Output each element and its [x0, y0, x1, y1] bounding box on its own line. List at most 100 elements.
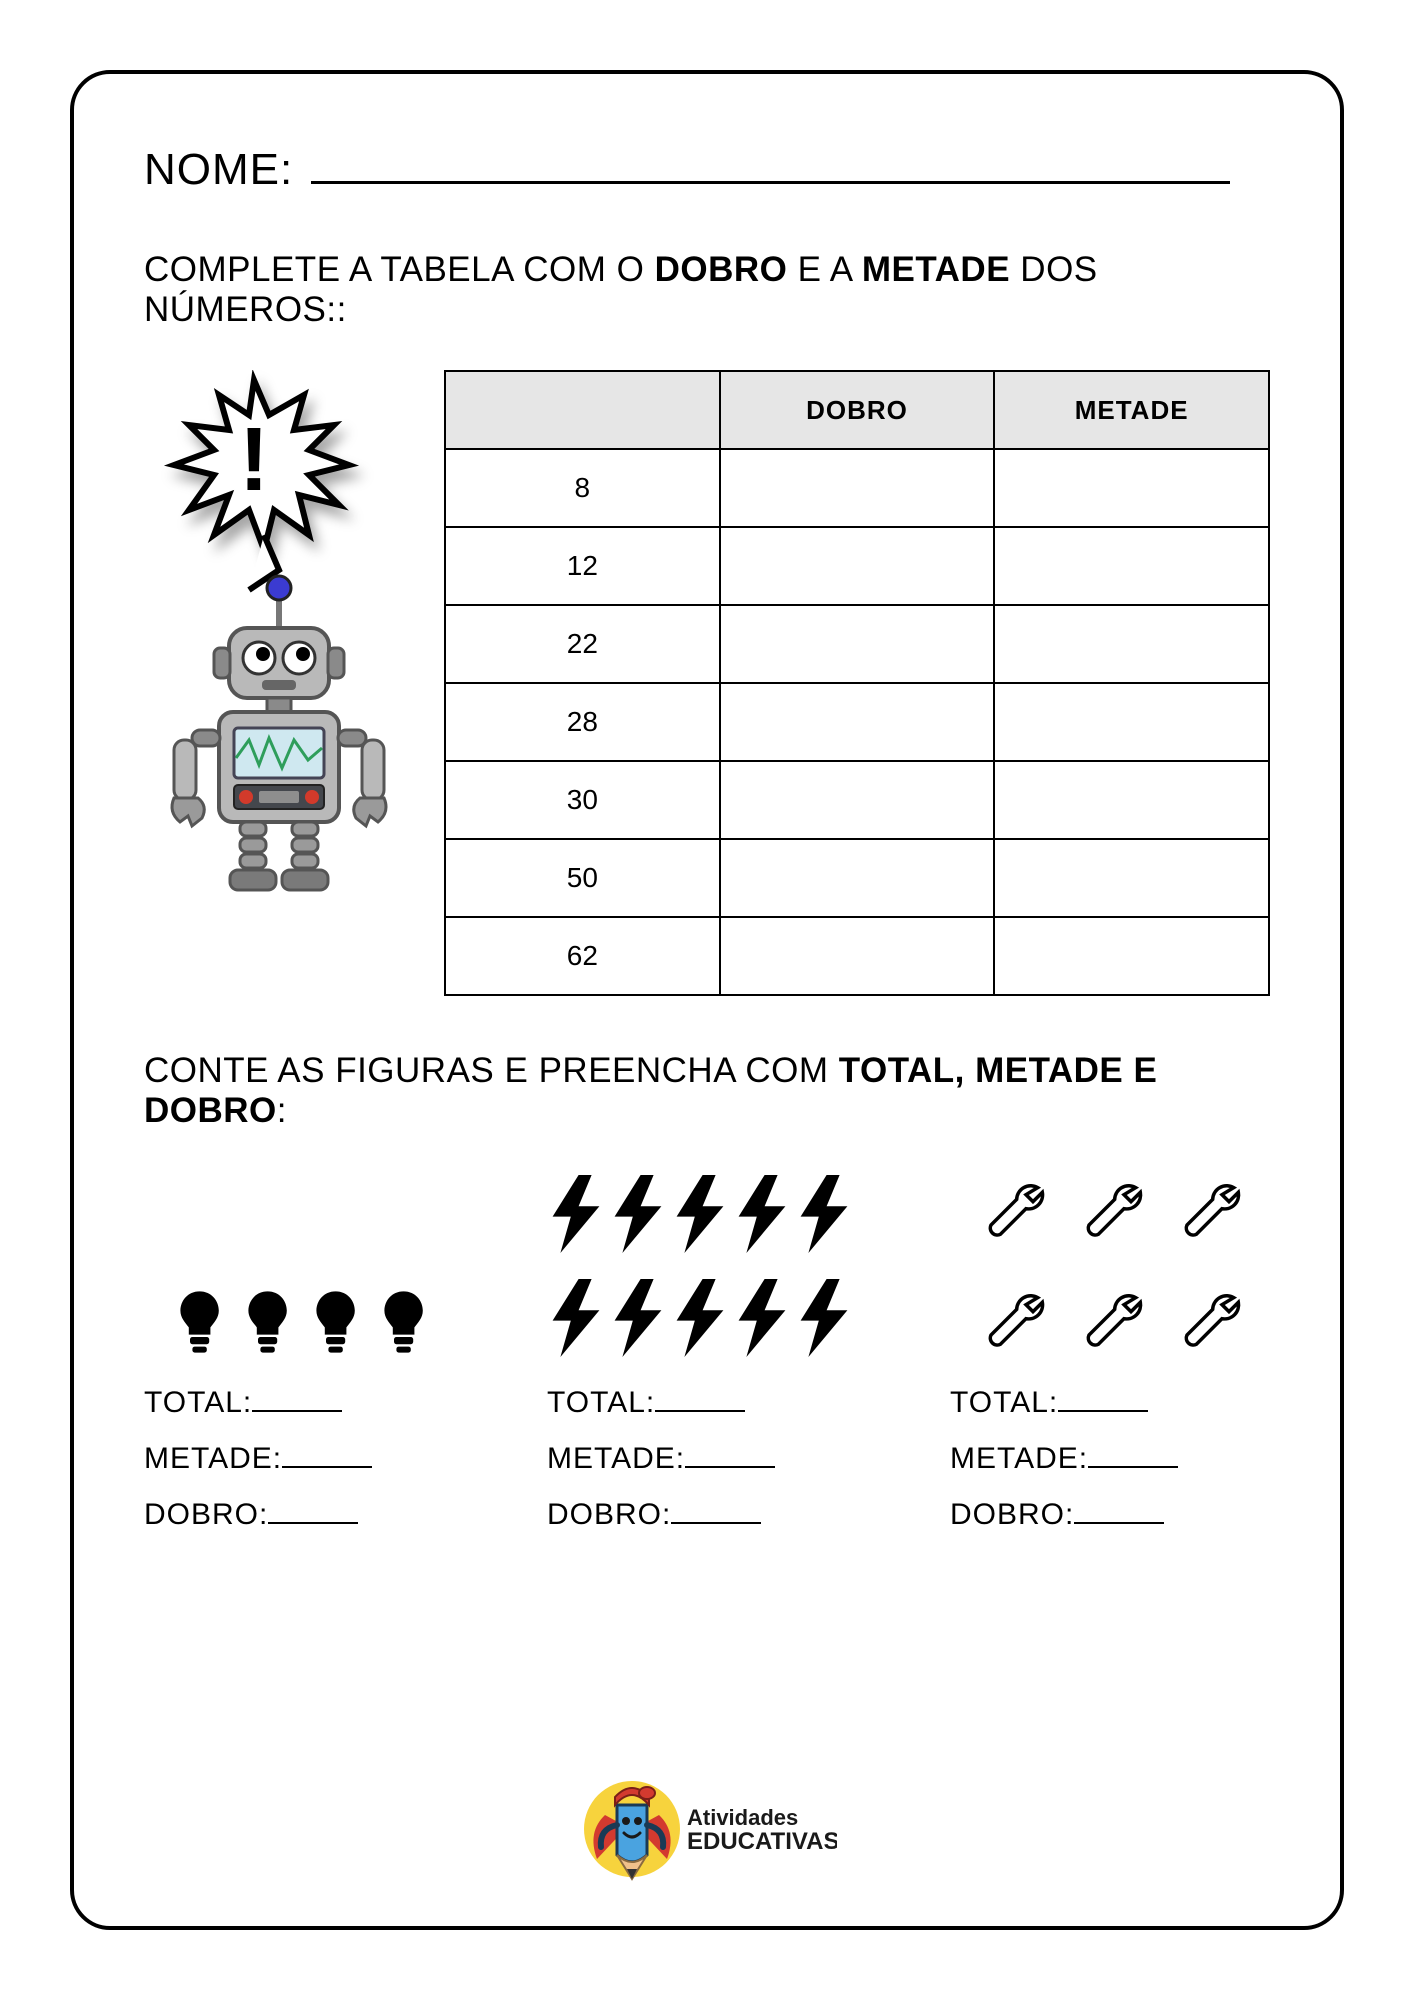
metade-input-line[interactable]	[282, 1446, 372, 1468]
exclaim-text: !	[239, 410, 269, 510]
table-metade-cell[interactable]	[994, 683, 1269, 761]
instr2-post: :	[277, 1091, 287, 1130]
instr1-b2: METADE	[862, 250, 1010, 289]
dobro-input-line[interactable]	[1074, 1502, 1164, 1524]
bulb-icon	[239, 1289, 301, 1361]
logo-text-1: Atividades	[687, 1805, 798, 1830]
figure-block: TOTAL: METADE: DOBRO:	[144, 1171, 464, 1554]
table-body: 8122228305062	[445, 449, 1269, 995]
icons-grid	[144, 1171, 464, 1361]
instr1-b1: DOBRO	[655, 250, 788, 289]
table-number-cell: 22	[445, 605, 720, 683]
instr1-pre: COMPLETE A TABELA COM O	[144, 250, 655, 289]
metade-input-line[interactable]	[685, 1446, 775, 1468]
table-metade-cell[interactable]	[994, 917, 1269, 995]
bolt-icon	[609, 1175, 667, 1253]
metade-line: METADE:	[547, 1442, 867, 1476]
total-line: TOTAL:	[547, 1386, 867, 1420]
wrench-icon	[973, 1176, 1051, 1246]
instruction-1: COMPLETE A TABELA COM O DOBRO E A METADE…	[144, 250, 1270, 330]
worksheet-frame: NOME: COMPLETE A TABELA COM O DOBRO E A …	[70, 70, 1344, 1930]
total-input-line[interactable]	[252, 1390, 342, 1412]
wrench-icon	[973, 1286, 1051, 1356]
total-input-line[interactable]	[1058, 1390, 1148, 1412]
table-number-cell: 28	[445, 683, 720, 761]
figure-block: TOTAL: METADE: DOBRO:	[547, 1171, 867, 1554]
brand-logo: Atividades EDUCATIVAS	[577, 1767, 837, 1892]
total-input-line[interactable]	[655, 1390, 745, 1412]
logo-text-2: EDUCATIVAS	[687, 1828, 837, 1855]
table-metade-cell[interactable]	[994, 839, 1269, 917]
table-row: 50	[445, 839, 1269, 917]
total-line: TOTAL:	[144, 1386, 464, 1420]
table-metade-cell[interactable]	[994, 449, 1269, 527]
metade-input-line[interactable]	[1088, 1446, 1178, 1468]
dobro-label: DOBRO:	[144, 1498, 268, 1531]
dobro-label: DOBRO:	[547, 1498, 671, 1531]
table-dobro-cell[interactable]	[720, 917, 995, 995]
table-number-cell: 30	[445, 761, 720, 839]
bolt-icon	[795, 1279, 853, 1357]
bolt-icon	[733, 1175, 791, 1253]
table-number-cell: 8	[445, 449, 720, 527]
dobro-label: DOBRO:	[950, 1498, 1074, 1531]
instruction-2: CONTE AS FIGURAS E PREENCHA COM TOTAL, M…	[144, 1051, 1270, 1131]
table-dobro-cell[interactable]	[720, 839, 995, 917]
table-row: 22	[445, 605, 1269, 683]
table-header-dobro: DOBRO	[720, 371, 995, 449]
bolt-icon	[795, 1175, 853, 1253]
name-row: NOME:	[144, 144, 1270, 195]
table-number-cell: 12	[445, 527, 720, 605]
total-label: TOTAL:	[547, 1386, 655, 1419]
icons-grid	[547, 1171, 867, 1361]
table-row: 30	[445, 761, 1269, 839]
instr2-pre: CONTE AS FIGURAS E PREENCHA COM	[144, 1051, 839, 1090]
figures-row: TOTAL:METADE:DOBRO:TOTAL:METADE:DOBRO:TO…	[144, 1171, 1270, 1554]
table-dobro-cell[interactable]	[720, 761, 995, 839]
table-header-row: DOBRO METADE	[445, 371, 1269, 449]
wrench-icon	[1071, 1286, 1149, 1356]
total-label: TOTAL:	[950, 1386, 1058, 1419]
metade-label: METADE:	[144, 1442, 282, 1475]
instr1-mid: E A	[787, 250, 862, 289]
table-dobro-cell[interactable]	[720, 605, 995, 683]
table-row: 28	[445, 683, 1269, 761]
wrench-icon	[1169, 1286, 1247, 1356]
table-metade-cell[interactable]	[994, 605, 1269, 683]
wrench-icon	[1071, 1176, 1149, 1246]
metade-line: METADE:	[144, 1442, 464, 1476]
table-header-blank	[445, 371, 720, 449]
metade-line: METADE:	[950, 1442, 1270, 1476]
bulb-icon	[171, 1289, 233, 1361]
table-number-cell: 50	[445, 839, 720, 917]
table-dobro-cell[interactable]	[720, 449, 995, 527]
robot-column: !	[144, 370, 414, 996]
robot-icon: !	[144, 370, 414, 970]
bolt-icon	[609, 1279, 667, 1357]
dobro-input-line[interactable]	[268, 1502, 358, 1524]
bolt-icon	[671, 1279, 729, 1357]
table-metade-cell[interactable]	[994, 527, 1269, 605]
bolt-icon	[671, 1175, 729, 1253]
wrench-icon	[1169, 1176, 1247, 1246]
section-table: !	[144, 370, 1270, 996]
total-label: TOTAL:	[144, 1386, 252, 1419]
name-label: NOME:	[144, 145, 293, 195]
bolt-icon	[547, 1279, 605, 1357]
table-row: 12	[445, 527, 1269, 605]
logo-icon: Atividades EDUCATIVAS	[577, 1767, 837, 1887]
table-metade-cell[interactable]	[994, 761, 1269, 839]
name-input-line[interactable]	[311, 144, 1230, 184]
bolt-icon	[733, 1279, 791, 1357]
dobro-input-line[interactable]	[671, 1502, 761, 1524]
bolt-icon	[547, 1175, 605, 1253]
table-dobro-cell[interactable]	[720, 527, 995, 605]
page: NOME: COMPLETE A TABELA COM O DOBRO E A …	[0, 0, 1414, 2000]
table-dobro-cell[interactable]	[720, 683, 995, 761]
bulb-icon	[375, 1289, 437, 1361]
dobro-metade-table: DOBRO METADE 8122228305062	[444, 370, 1270, 996]
table-number-cell: 62	[445, 917, 720, 995]
dobro-line: DOBRO:	[950, 1498, 1270, 1532]
figure-block: TOTAL: METADE: DOBRO:	[950, 1171, 1270, 1554]
dobro-line: DOBRO:	[547, 1498, 867, 1532]
